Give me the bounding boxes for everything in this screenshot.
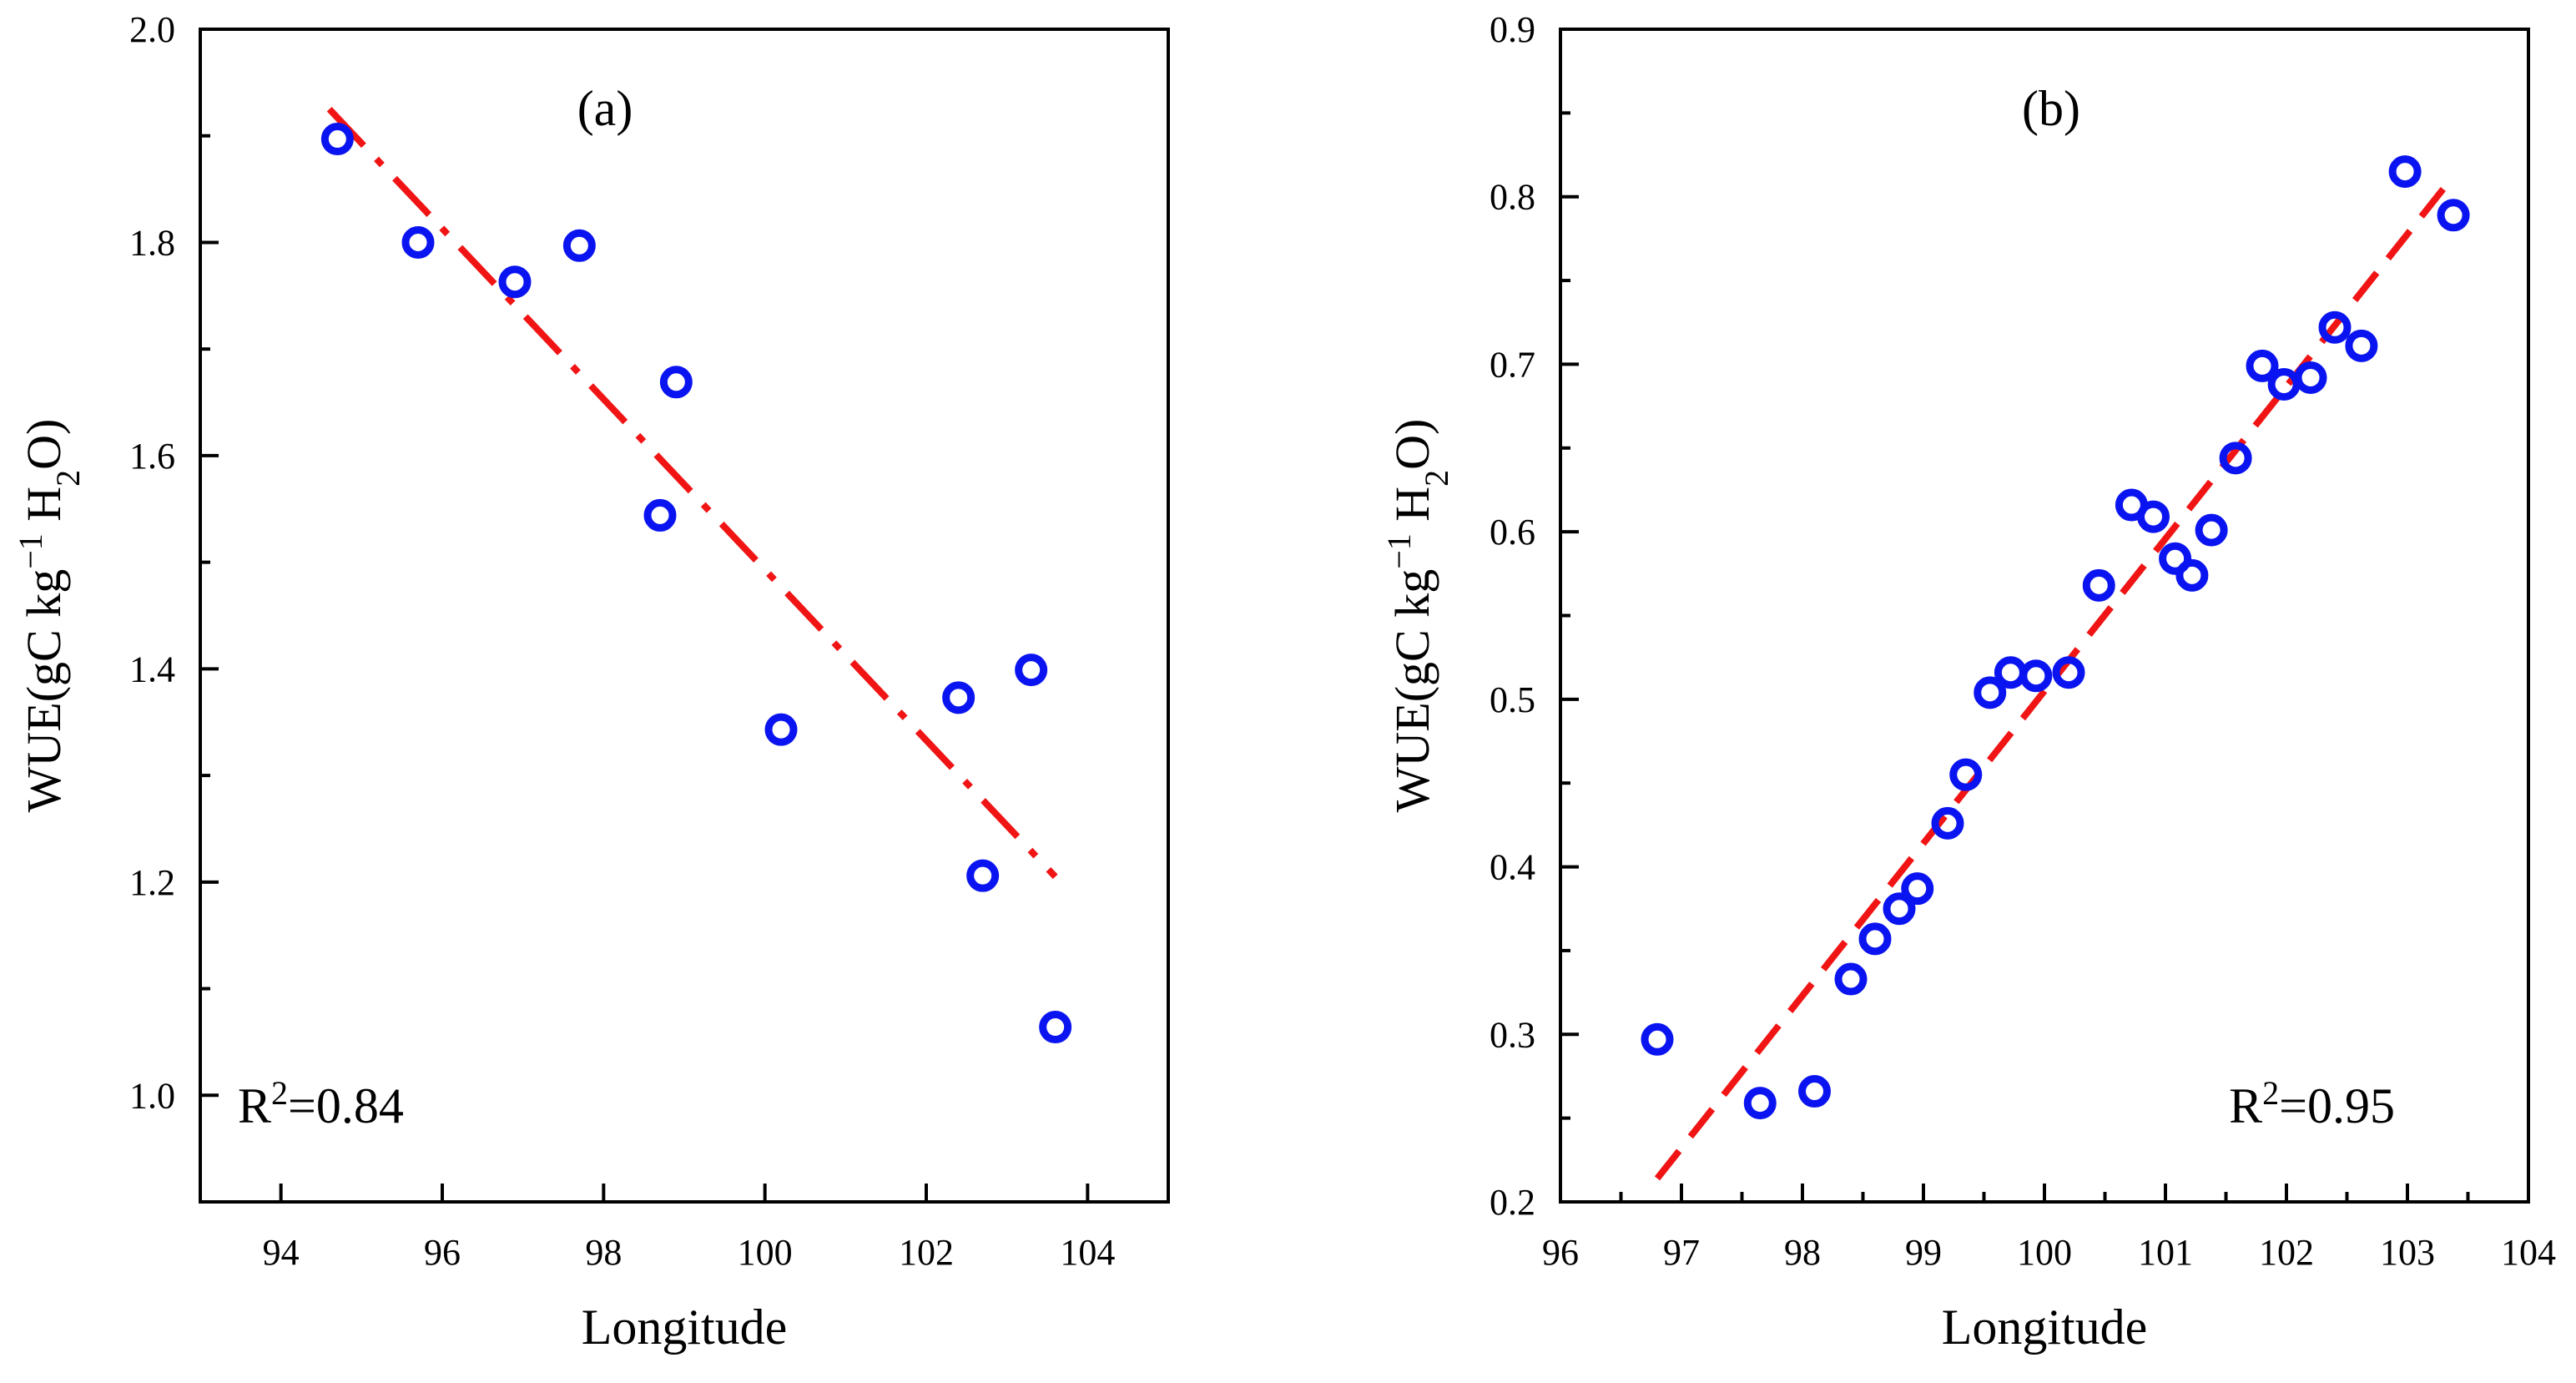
data-point [401,225,435,259]
data-point [1883,892,1916,926]
data-point [498,265,532,299]
data-point [2318,310,2352,344]
x-tick-label: 103 [2380,1232,2435,1273]
data-point [1949,758,1983,791]
data-point [2052,656,2085,689]
data-point [2219,442,2252,475]
y-tick-label: 0.5 [1490,679,1535,720]
x-tick-label: 97 [1663,1232,1700,1273]
panel-label: (b) [2022,81,2080,136]
data-point [2137,500,2170,533]
data-point [2019,659,2053,693]
data-point [1039,1011,1072,1044]
plot-frame [1559,28,2530,1204]
y-axis-title: WUE(gC kg−1 H2O) [1380,419,1455,813]
data-point [1858,922,1892,956]
y-tick-label: 0.3 [1490,1014,1535,1055]
chart-panel-b: 96 97 98 99 100 101 102 103 104 0.2 0.3 0.4 0.5 0.6 0.… [1380,9,2557,1355]
y-tick-label: 1.0 [129,1075,175,1116]
y-tick-label: 0.8 [1490,177,1535,218]
data-point [1015,654,1048,687]
r-squared-label: R2=0.84 [238,1074,404,1134]
y-tick-label: 1.6 [129,436,175,477]
x-tick-label: 98 [585,1232,622,1273]
chart-panel-a: 94 96 98 100 102 104 1.0 1.2 1.4 1.6 1.8 2.0 Longitu… [12,9,1170,1355]
data-point [643,498,677,532]
x-axis-title: Longitude [1942,1300,2148,1355]
data-point [1798,1075,1831,1108]
data-point [2388,155,2422,189]
plot-frame [199,28,1170,1204]
data-point [2437,199,2470,232]
data-point [1974,676,2007,709]
y-tick-label: 1.4 [129,649,175,689]
data-point [1641,1022,1674,1056]
fit-line [326,107,1058,880]
data-point [1901,872,1934,906]
r-squared-label: R2=0.95 [2229,1074,2395,1134]
x-tick-label: 104 [2501,1232,2556,1273]
data-point [764,713,798,746]
y-tick-label: 1.2 [129,862,175,903]
data-point [966,859,1000,892]
data-point [2175,558,2209,592]
x-tick-label: 104 [1060,1232,1115,1273]
x-tick-label: 100 [2017,1232,2072,1273]
y-tick-label: 0.4 [1490,847,1535,888]
data-point [942,681,975,714]
x-tick-label: 101 [2138,1232,2193,1273]
y-tick-label: 0.9 [1490,9,1535,50]
data-point [2267,368,2301,401]
data-point [2195,513,2228,547]
data-point [1931,806,1964,840]
data-point [659,366,693,399]
data-point [562,229,596,262]
y-tick-label: 0.2 [1490,1182,1535,1223]
x-tick-label: 99 [1905,1232,1942,1273]
y-tick-label: 2.0 [129,9,175,50]
data-point [320,123,354,156]
data-point [2345,329,2378,362]
y-tick-label: 1.8 [129,222,175,263]
data-point [2294,361,2327,394]
x-tick-label: 96 [1542,1232,1579,1273]
data-point [1743,1087,1777,1120]
x-tick-label: 102 [2259,1232,2314,1273]
panel-label: (a) [577,81,633,136]
data-point [1834,962,1868,996]
x-tick-label: 94 [263,1232,300,1273]
x-tick-label: 102 [899,1232,954,1273]
data-point [1994,656,2027,689]
y-tick-label: 0.7 [1490,344,1535,385]
y-axis-title: WUE(gC kg−1 H2O) [12,419,87,813]
y-tick-label: 0.6 [1490,512,1535,553]
x-tick-label: 98 [1784,1232,1821,1273]
data-point [2246,349,2279,382]
x-tick-label: 100 [738,1232,793,1273]
data-point [2082,568,2115,602]
data-point [2159,542,2192,575]
x-axis-title: Longitude [582,1300,788,1355]
x-tick-label: 96 [424,1232,461,1273]
